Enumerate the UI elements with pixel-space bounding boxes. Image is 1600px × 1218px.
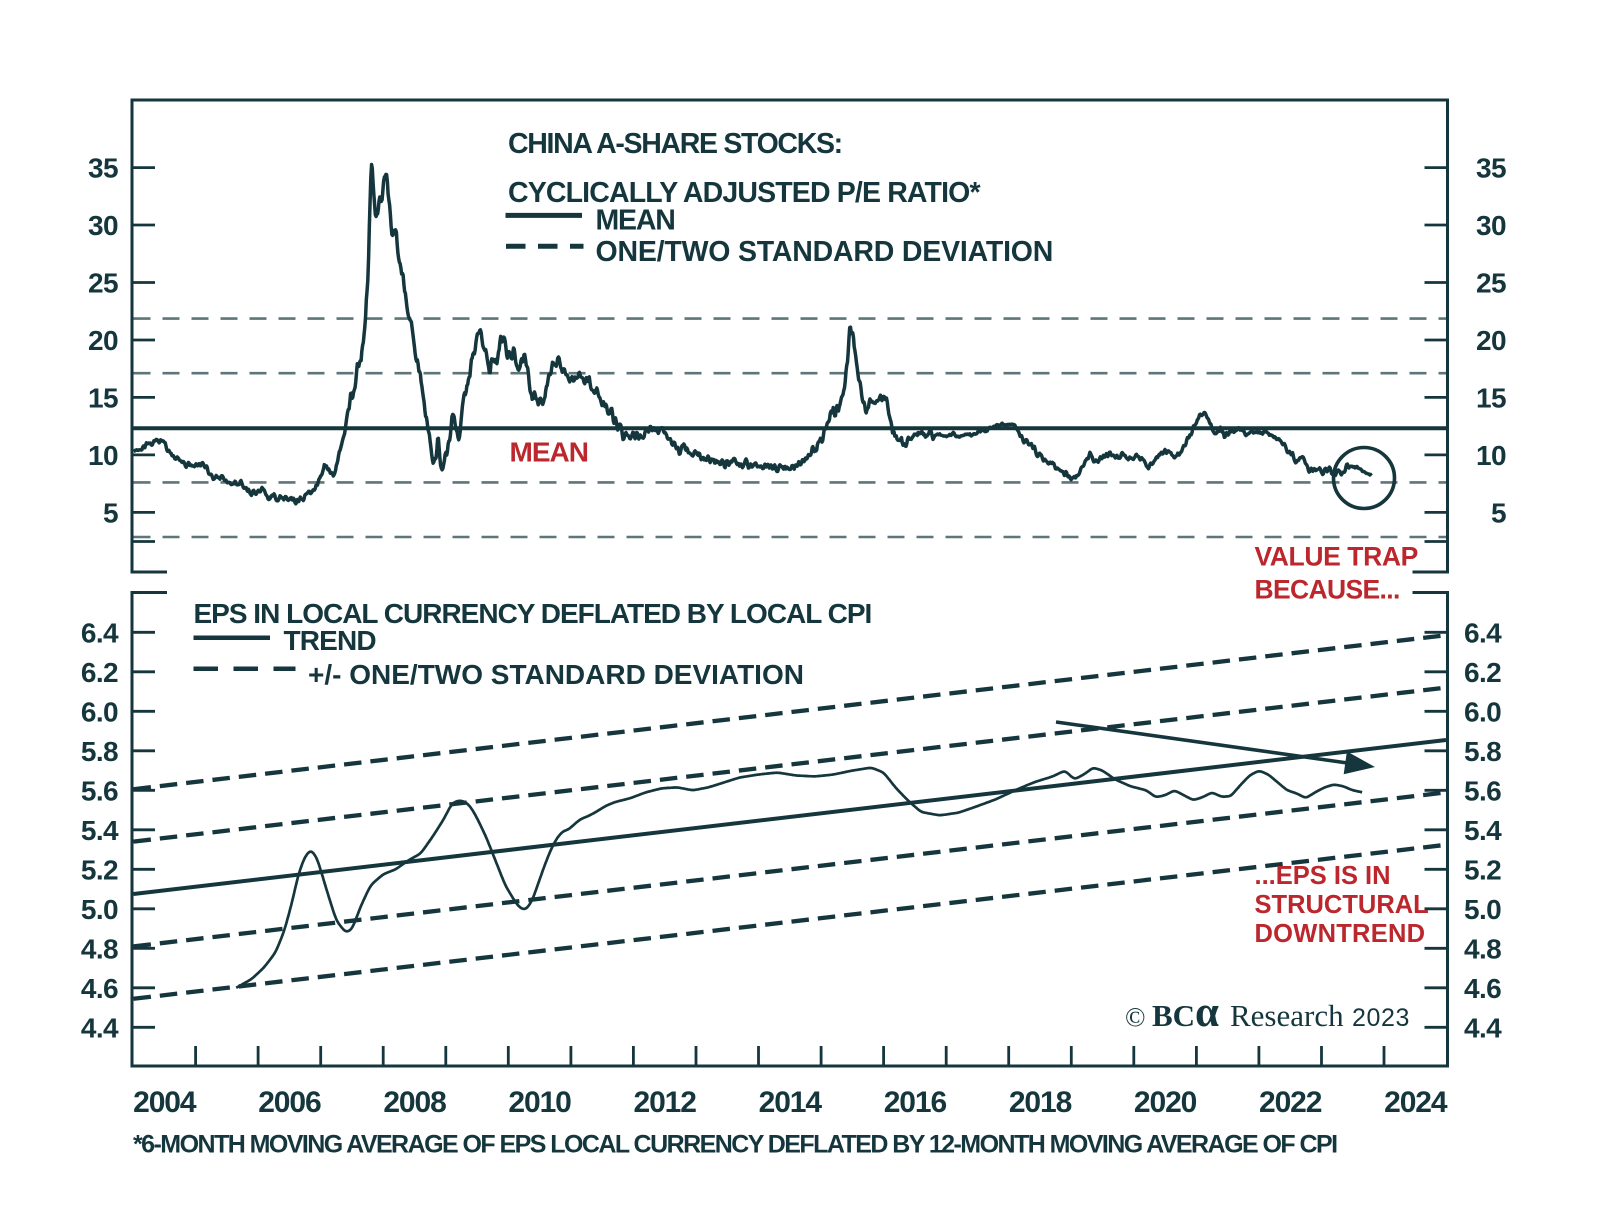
svg-text:2014: 2014 bbox=[759, 1086, 823, 1119]
svg-text:4.6: 4.6 bbox=[81, 973, 118, 1004]
svg-text:2004: 2004 bbox=[133, 1086, 197, 1119]
svg-text:2012: 2012 bbox=[634, 1086, 697, 1119]
svg-text:5.6: 5.6 bbox=[81, 775, 118, 806]
svg-text:MEAN: MEAN bbox=[596, 205, 675, 237]
svg-text:5.2: 5.2 bbox=[81, 854, 118, 885]
svg-text:4.4: 4.4 bbox=[81, 1012, 119, 1043]
svg-text:EPS IN LOCAL CURRENCY DEFLATED: EPS IN LOCAL CURRENCY DEFLATED BY LOCAL … bbox=[194, 598, 872, 629]
svg-text:6.2: 6.2 bbox=[1464, 657, 1501, 688]
svg-text:2010: 2010 bbox=[508, 1086, 571, 1119]
svg-text:4.4: 4.4 bbox=[1464, 1012, 1502, 1043]
svg-text:2023: 2023 bbox=[1352, 1004, 1410, 1032]
svg-text:4.8: 4.8 bbox=[1464, 933, 1501, 964]
svg-text:5.4: 5.4 bbox=[81, 815, 119, 846]
svg-text:*6-MONTH MOVING AVERAGE OF EPS: *6-MONTH MOVING AVERAGE OF EPS LOCAL CUR… bbox=[133, 1131, 1337, 1159]
svg-text:5: 5 bbox=[1491, 497, 1506, 528]
svg-text:2018: 2018 bbox=[1009, 1086, 1072, 1119]
svg-text:2008: 2008 bbox=[383, 1086, 446, 1119]
svg-text:α: α bbox=[1195, 989, 1219, 1036]
svg-text:5.2: 5.2 bbox=[1464, 854, 1501, 885]
svg-text:6.4: 6.4 bbox=[81, 617, 119, 648]
svg-text:CYCLICALLY ADJUSTED P/E RATIO*: CYCLICALLY ADJUSTED P/E RATIO* bbox=[508, 177, 981, 209]
svg-text:...EPS IS IN: ...EPS IS IN bbox=[1255, 862, 1391, 890]
svg-text:6.0: 6.0 bbox=[81, 696, 118, 727]
svg-text:BECAUSE...: BECAUSE... bbox=[1255, 575, 1400, 605]
svg-text:30: 30 bbox=[88, 210, 118, 241]
svg-text:5.8: 5.8 bbox=[1464, 736, 1501, 767]
svg-text:5.0: 5.0 bbox=[1464, 894, 1501, 925]
svg-text:DOWNTREND: DOWNTREND bbox=[1255, 920, 1426, 948]
svg-text:4.8: 4.8 bbox=[81, 933, 118, 964]
svg-text:30: 30 bbox=[1476, 210, 1506, 241]
svg-text:15: 15 bbox=[1476, 382, 1506, 413]
svg-text:5: 5 bbox=[103, 497, 118, 528]
svg-text:VALUE TRAP: VALUE TRAP bbox=[1255, 542, 1418, 572]
svg-text:35: 35 bbox=[1476, 153, 1506, 184]
svg-text:ONE/TWO STANDARD DEVIATION: ONE/TWO STANDARD DEVIATION bbox=[596, 236, 1054, 268]
svg-text:2020: 2020 bbox=[1134, 1086, 1197, 1119]
svg-text:20: 20 bbox=[88, 325, 118, 356]
svg-text:2022: 2022 bbox=[1259, 1086, 1322, 1119]
svg-text:BC: BC bbox=[1152, 998, 1195, 1033]
svg-text:2016: 2016 bbox=[884, 1086, 947, 1119]
svg-text:TREND: TREND bbox=[284, 625, 377, 656]
svg-text:5.8: 5.8 bbox=[81, 736, 118, 767]
svg-text:10: 10 bbox=[1476, 440, 1506, 471]
svg-text:MEAN: MEAN bbox=[510, 437, 588, 468]
svg-text:35: 35 bbox=[88, 153, 118, 184]
svg-text:5.6: 5.6 bbox=[1464, 775, 1501, 806]
svg-text:4.6: 4.6 bbox=[1464, 973, 1501, 1004]
svg-text:25: 25 bbox=[1476, 268, 1506, 299]
svg-text:+/- ONE/TWO STANDARD DEVIATION: +/- ONE/TWO STANDARD DEVIATION bbox=[308, 659, 804, 690]
svg-text:5.4: 5.4 bbox=[1464, 815, 1502, 846]
svg-text:2024: 2024 bbox=[1384, 1086, 1448, 1119]
svg-text:10: 10 bbox=[88, 440, 118, 471]
svg-text:©: © bbox=[1125, 1002, 1146, 1032]
svg-text:15: 15 bbox=[88, 382, 118, 413]
svg-text:2006: 2006 bbox=[258, 1086, 321, 1119]
svg-text:5.0: 5.0 bbox=[81, 894, 118, 925]
svg-text:6.4: 6.4 bbox=[1464, 617, 1502, 648]
svg-text:Research: Research bbox=[1230, 998, 1344, 1033]
svg-text:CHINA A-SHARE STOCKS:: CHINA A-SHARE STOCKS: bbox=[508, 128, 842, 160]
svg-text:20: 20 bbox=[1476, 325, 1506, 356]
svg-text:STRUCTURAL: STRUCTURAL bbox=[1255, 891, 1429, 919]
svg-text:6.0: 6.0 bbox=[1464, 696, 1501, 727]
svg-text:25: 25 bbox=[88, 268, 118, 299]
svg-text:6.2: 6.2 bbox=[81, 657, 118, 688]
